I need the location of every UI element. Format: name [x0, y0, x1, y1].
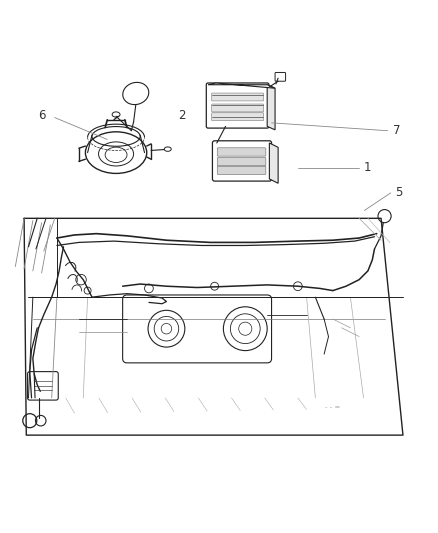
- Polygon shape: [269, 143, 278, 183]
- Text: 5: 5: [395, 185, 402, 198]
- FancyBboxPatch shape: [206, 83, 269, 128]
- Text: - - =: - - =: [325, 404, 341, 410]
- FancyBboxPatch shape: [275, 72, 286, 81]
- Text: 1: 1: [364, 161, 372, 174]
- Text: 2: 2: [178, 109, 186, 122]
- Polygon shape: [208, 83, 275, 88]
- FancyBboxPatch shape: [212, 104, 264, 112]
- FancyBboxPatch shape: [212, 141, 272, 181]
- Polygon shape: [267, 85, 275, 130]
- Text: 6: 6: [38, 109, 46, 122]
- FancyBboxPatch shape: [217, 166, 266, 174]
- FancyBboxPatch shape: [217, 157, 266, 166]
- FancyBboxPatch shape: [212, 113, 264, 120]
- Text: 7: 7: [392, 124, 400, 137]
- FancyBboxPatch shape: [212, 93, 264, 101]
- FancyBboxPatch shape: [28, 372, 58, 400]
- FancyBboxPatch shape: [123, 295, 272, 363]
- FancyBboxPatch shape: [217, 148, 266, 156]
